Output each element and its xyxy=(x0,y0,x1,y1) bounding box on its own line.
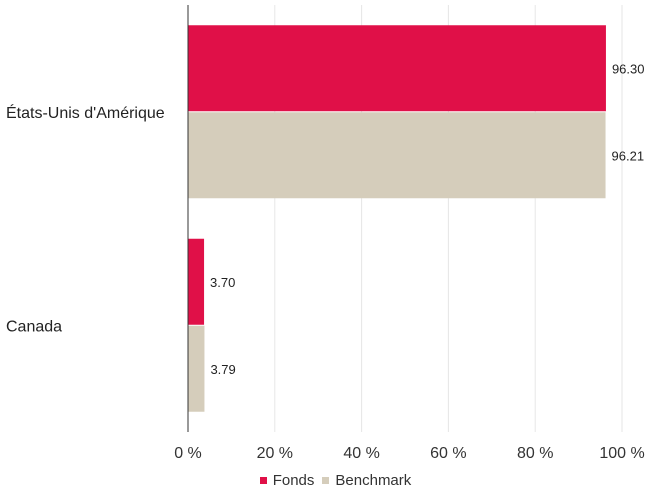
x-tick-label-100: 100 % xyxy=(599,445,644,462)
x-tick-label-20: 20 % xyxy=(257,445,293,462)
legend-label-benchmark: Benchmark xyxy=(335,472,412,489)
value-label-fonds-etats-unis-d-amerique: 96.30 xyxy=(612,61,645,76)
legend-label-fonds: Fonds xyxy=(272,472,315,489)
legend-item-fonds: Fonds xyxy=(259,472,315,489)
bar-benchmark-canada xyxy=(188,325,205,412)
bar-fonds-etats-unis-d-amerique xyxy=(188,25,606,112)
bar-fonds-canada xyxy=(188,238,205,325)
value-label-benchmark-canada: 3.79 xyxy=(210,362,235,377)
x-tick-label-60: 60 % xyxy=(430,445,466,462)
value-label-benchmark-etats-unis-d-amerique: 96.21 xyxy=(612,148,645,163)
bars xyxy=(188,25,606,412)
legend-swatch-benchmark xyxy=(322,477,330,484)
value-label-fonds-canada: 3.70 xyxy=(210,275,235,290)
x-tick-label-0: 0 % xyxy=(174,445,202,462)
category-label-canada: Canada xyxy=(6,318,62,335)
labels: 0 % 20 % 40 % 60 % 80 % 100 % États-Unis d'Amé… xyxy=(6,61,645,462)
legend-swatch-fonds xyxy=(259,477,267,484)
category-label-etats-unis-d-amerique: États-Unis d'Amérique xyxy=(6,103,165,122)
legend-item-benchmark: Benchmark xyxy=(322,472,411,489)
bar-benchmark-etats-unis-d-amerique xyxy=(188,112,606,199)
x-tick-label-80: 80 % xyxy=(517,445,553,462)
x-tick-label-40: 40 % xyxy=(343,445,379,462)
legend: Fonds Benchmark xyxy=(0,472,671,489)
